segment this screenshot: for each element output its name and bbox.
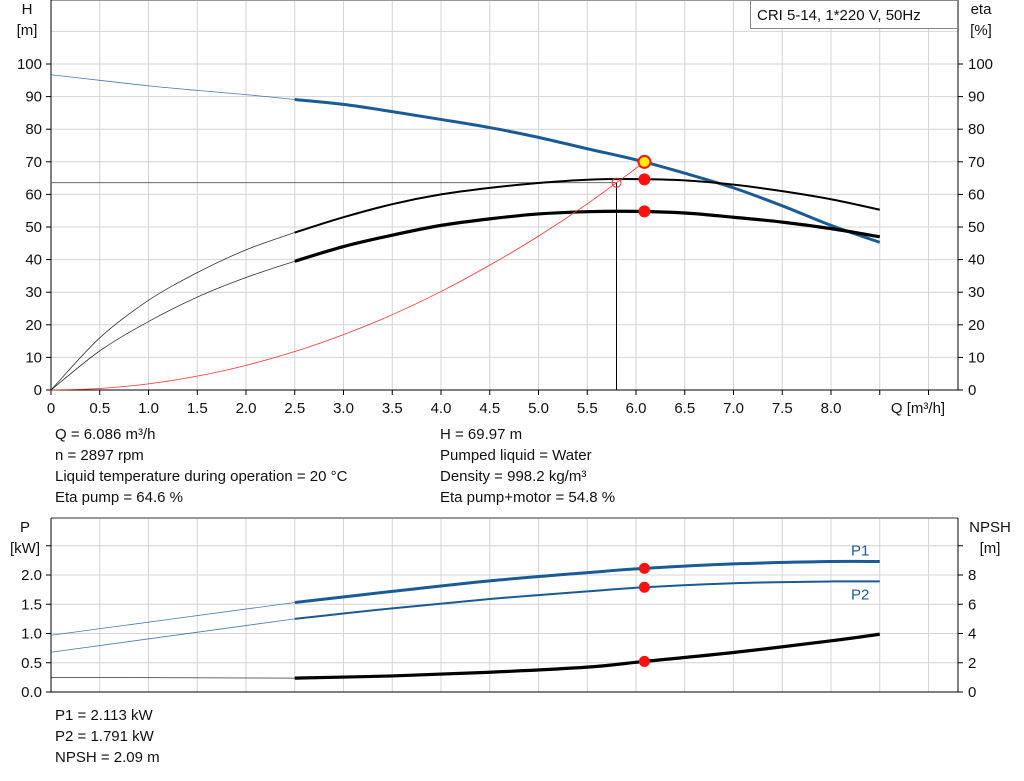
ytick-label-right: 40: [968, 252, 985, 269]
ytick-label-right: 90: [968, 89, 985, 106]
ytick-label-left: 0: [34, 382, 42, 399]
x-axis-label: Q [m³/h]: [891, 400, 945, 417]
p2-marker: [638, 581, 650, 593]
info-npsh: NPSH = 2.09 m: [55, 749, 160, 766]
series-P1-thin: [50, 602, 295, 636]
info-left: Q = 6.086 m³/h n = 2897 rpm Liquid tempe…: [55, 424, 347, 508]
npsh-axis-unit: [m]: [980, 540, 1001, 557]
info-temp: Liquid temperature during operation = 20…: [55, 468, 348, 485]
series-eta-pump: [294, 178, 880, 234]
info-p1: P1 = 2.113 kW: [55, 707, 153, 724]
series-label-P2: P2: [851, 586, 869, 603]
npsh-tick-label: 2: [968, 655, 976, 672]
eta-pump-motor-marker: [638, 205, 651, 218]
info-right: H = 69.97 m Pumped liquid = Water Densit…: [440, 424, 615, 508]
xtick-label: 0.5: [89, 400, 110, 417]
ytick-label-left: 20: [25, 317, 42, 334]
reference-point-marker: [611, 177, 622, 188]
ytick-label-left: 50: [25, 219, 42, 236]
xtick-label: 2.0: [236, 400, 257, 417]
ytick-label-left: 40: [25, 252, 42, 269]
chart-title: CRI 5-14, 1*220 V, 50Hz: [757, 7, 921, 24]
info-eta-pm: Eta pump+motor = 54.8 %: [440, 489, 616, 506]
series-NPSH-thin: [50, 676, 295, 679]
npsh-tick-label: 8: [968, 567, 976, 584]
xtick-label: 3.0: [333, 400, 354, 417]
info-bottom: P1 = 2.113 kW P2 = 1.791 kW NPSH = 2.09 …: [55, 705, 160, 768]
xtick-label: 6.0: [626, 400, 647, 417]
p1-marker: [638, 562, 650, 574]
series-system-curve: [50, 161, 645, 391]
p-axis-unit: [kW]: [10, 540, 40, 557]
series-head: [294, 98, 881, 244]
ptick-label: 0.0: [21, 684, 42, 701]
npsh-marker: [638, 655, 650, 667]
xtick-label: 8.0: [821, 400, 842, 417]
xtick-label: 2.5: [284, 400, 305, 417]
info-eta-pump: Eta pump = 64.6 %: [55, 489, 183, 506]
y-axis-label-right: eta: [971, 1, 993, 18]
ytick-label-left: 90: [25, 89, 42, 106]
series-head-thin: [50, 74, 295, 100]
info-liquid: Pumped liquid = Water: [440, 447, 592, 464]
y-axis-label-left-unit: [m]: [17, 22, 38, 39]
npsh-tick-label: 6: [968, 596, 976, 613]
npsh-tick-label: 0: [968, 684, 976, 701]
ytick-label-left: 10: [25, 349, 42, 366]
ptick-label: 1.0: [21, 626, 42, 643]
series-NPSH: [294, 632, 880, 680]
xtick-label: 1.0: [138, 400, 159, 417]
ptick-label: 2.0: [21, 567, 42, 584]
series-P1: [294, 559, 880, 604]
p-axis-label: P: [20, 519, 30, 536]
info-q: Q = 6.086 m³/h: [55, 426, 156, 443]
xtick-label: 4.0: [431, 400, 452, 417]
title-box: [750, 0, 958, 29]
eta-pump-marker: [638, 173, 651, 186]
ptick-label: 0.5: [21, 655, 42, 672]
y-axis-label-right-unit: [%]: [970, 22, 992, 39]
ytick-label-right: 60: [968, 186, 985, 203]
xtick-label: 7.5: [772, 400, 793, 417]
xtick-label: 0: [47, 400, 55, 417]
ytick-label-right: 50: [968, 219, 985, 236]
ytick-label-right: 0: [968, 382, 976, 399]
ytick-label-left: 100: [17, 56, 42, 73]
series-eta-pump-motor-thin: [50, 260, 295, 391]
info-n: n = 2897 rpm: [55, 447, 144, 464]
ytick-label-right: 30: [968, 284, 985, 301]
npsh-axis-label: NPSH: [969, 519, 1011, 536]
operating-point-marker: [637, 154, 652, 169]
xtick-label: 1.5: [187, 400, 208, 417]
xtick-label: 7.0: [723, 400, 744, 417]
info-p2: P2 = 1.791 kW: [55, 728, 154, 745]
xtick-label: 4.5: [479, 400, 500, 417]
series-P2: [294, 580, 880, 620]
ptick-label: 1.5: [21, 596, 42, 613]
xtick-label: 5.5: [577, 400, 598, 417]
ytick-label-left: 30: [25, 284, 42, 301]
series-P2-thin: [50, 618, 295, 653]
series-eta-pump-motor: [294, 209, 881, 263]
npsh-tick-label: 4: [968, 626, 976, 643]
info-h: H = 69.97 m: [440, 426, 523, 443]
series-label-P1: P1: [851, 543, 869, 560]
ytick-label-right: 10: [968, 349, 985, 366]
ytick-label-left: 80: [25, 121, 42, 138]
ytick-label-right: 20: [968, 317, 985, 334]
ytick-label-left: 70: [25, 154, 42, 171]
ytick-label-right: 80: [968, 121, 985, 138]
ytick-label-right: 70: [968, 154, 985, 171]
xtick-label: 3.5: [382, 400, 403, 417]
y-axis-label-left: H: [22, 1, 33, 18]
series-eta-pump-thin: [50, 232, 295, 391]
xtick-label: 5.0: [528, 400, 549, 417]
ytick-label-right: 100: [968, 56, 993, 73]
ytick-label-left: 60: [25, 186, 42, 203]
xtick-label: 6.5: [674, 400, 695, 417]
info-density: Density = 998.2 kg/m³: [440, 468, 587, 485]
